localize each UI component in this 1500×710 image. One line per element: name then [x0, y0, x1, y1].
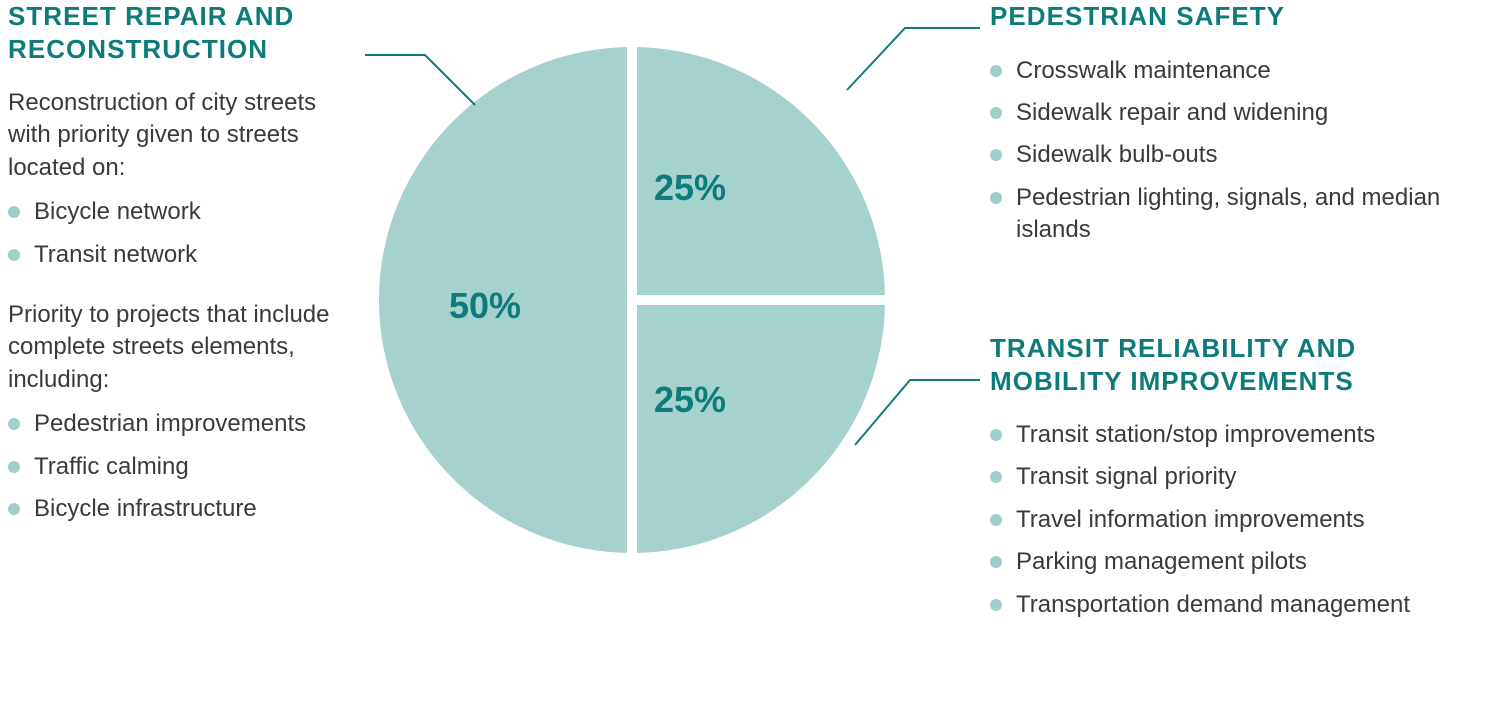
street-repair-list-1: Bicycle network Transit network [8, 196, 336, 271]
list-item: Traffic calming [8, 451, 336, 483]
section-pedestrian-safety: PEDESTRIAN SAFETY Crosswalk maintenance S… [990, 0, 1490, 256]
section-title-transit-reliability: TRANSIT RELIABILITY AND MOBILITY IMPROVE… [990, 332, 1480, 397]
list-item: Transit network [8, 239, 336, 271]
list-item: Pedestrian lighting, signals, and median… [990, 182, 1480, 247]
section-title-pedestrian-safety: PEDESTRIAN SAFETY [990, 0, 1480, 33]
list-item: Travel information improvements [990, 504, 1480, 536]
list-item: Sidewalk bulb-outs [990, 139, 1480, 171]
list-item: Bicycle infrastructure [8, 493, 336, 525]
infographic-root: 50% 25% 25% STREET REPAIR AND RECONSTRUCTI… [0, 0, 1500, 705]
list-item: Pedestrian improvements [8, 408, 336, 440]
list-item: Sidewalk repair and widening [990, 97, 1480, 129]
pedestrian-safety-list: Crosswalk maintenance Sidewalk repair and… [990, 55, 1480, 247]
transit-reliability-list: Transit station/stop improvements Transit… [990, 419, 1480, 621]
list-item: Crosswalk maintenance [990, 55, 1480, 87]
pie-slice-label: 50% [449, 285, 521, 326]
section-street-repair: STREET REPAIR AND RECONSTRUCTION Reconst… [0, 0, 360, 535]
street-repair-list-2: Pedestrian improvements Traffic calming Bi… [8, 408, 336, 525]
leader-line [847, 28, 980, 90]
street-repair-intro-2: Priority to projects that include comple… [8, 299, 336, 396]
list-item: Parking management pilots [990, 546, 1480, 578]
leader-line [855, 380, 980, 445]
pie-slice-label: 25% [654, 379, 726, 420]
pie-slice-label: 25% [654, 167, 726, 208]
section-transit-reliability: TRANSIT RELIABILITY AND MOBILITY IMPROVE… [990, 332, 1490, 631]
section-title-street-repair: STREET REPAIR AND RECONSTRUCTION [8, 0, 336, 65]
pie-slice [632, 300, 885, 553]
list-item: Transportation demand management [990, 589, 1480, 621]
street-repair-intro-1: Reconstruction of city streets with prio… [8, 87, 336, 184]
list-item: Bicycle network [8, 196, 336, 228]
leader-line [365, 55, 475, 105]
list-item: Transit signal priority [990, 461, 1480, 493]
list-item: Transit station/stop improvements [990, 419, 1480, 451]
